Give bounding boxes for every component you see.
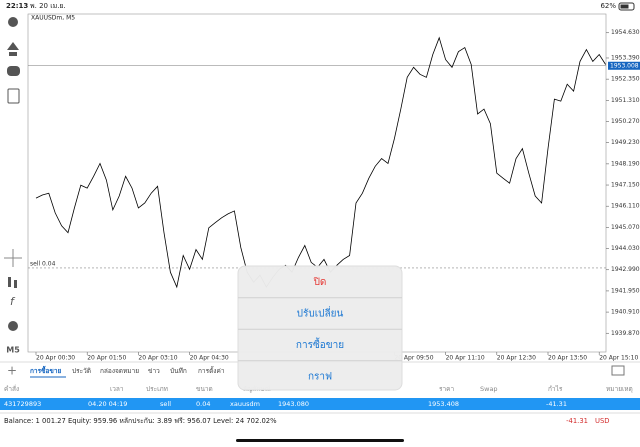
tab[interactable]: ประวัติ (72, 367, 91, 375)
cell: sell (160, 400, 171, 408)
y-tick-label: 1951.310 (611, 97, 640, 104)
menu-item[interactable]: ปิด (313, 277, 326, 288)
objects-icon[interactable] (8, 321, 18, 331)
column-header: ราคา (439, 385, 454, 393)
status-time: 22:13 (6, 2, 28, 10)
tab[interactable]: ข่าว (148, 367, 160, 375)
column-header: กำไร (548, 385, 563, 393)
x-tick-label: 20 Apr 09:50 (394, 355, 433, 362)
cell: -41.31 (546, 400, 567, 408)
y-tick-label: 1952.350 (611, 76, 640, 83)
battery-icon (618, 2, 635, 11)
indicator-icon-2[interactable] (14, 280, 17, 288)
y-tick-label: 1946.110 (611, 203, 640, 210)
cell: xauusdm (230, 400, 260, 408)
cell: 0.04 (196, 400, 210, 408)
tab[interactable]: กล่องจดหมาย (100, 367, 139, 375)
y-tick-label: 1941.950 (611, 287, 640, 294)
timeframe-button[interactable]: M5 (6, 346, 20, 355)
y-tick-label: 1945.070 (611, 224, 640, 231)
tab[interactable]: การซื้อขาย (30, 365, 61, 375)
crosshair-icon[interactable] (4, 249, 22, 267)
x-tick-label: 20 Apr 15:10 (599, 355, 638, 362)
y-tick-label: 1947.150 (611, 182, 640, 189)
column-header: ประเภท (146, 385, 168, 393)
add-button[interactable]: + (7, 364, 17, 378)
function-icon[interactable]: f (10, 295, 16, 308)
price-label: 1953.008 (610, 62, 639, 69)
popup-background (237, 265, 403, 391)
x-tick-label: 20 Apr 03:10 (138, 355, 177, 362)
currency: USD (595, 417, 610, 425)
y-tick-label: 1953.390 (611, 54, 640, 61)
column-header: คำสั่ง (4, 384, 19, 393)
x-tick-label: 20 Apr 13:50 (548, 355, 587, 362)
x-tick-label: 20 Apr 00:30 (36, 355, 75, 362)
account-icon[interactable] (8, 17, 18, 27)
y-tick-label: 1950.270 (611, 118, 640, 125)
battery-level: 62% (600, 2, 616, 10)
balance-line: Balance: 1 001.27 Equity: 959.96 หลักประ… (4, 417, 277, 425)
column-header: Swap (480, 385, 498, 393)
chart: 1954.630 1953.390 1952.350 1951.310 1950.270… (28, 29, 640, 362)
x-tick-label: 20 Apr 04:30 (190, 355, 229, 362)
home-indicator (236, 439, 404, 442)
status-date: พ. 20 เม.ย. (30, 2, 66, 10)
cell: 1943.080 (278, 400, 309, 408)
new-order-icon[interactable] (7, 88, 20, 104)
y-tick-label: 1940.910 (611, 309, 640, 316)
row-highlight[interactable] (0, 398, 640, 410)
x-tick-label: 20 Apr 12:30 (497, 355, 536, 362)
tab-bar: การซื้อขาย ประวัติ กล่องจดหมาย ข่าว บันทึก กา… (30, 365, 225, 378)
menu-item[interactable]: การซื้อขาย (296, 337, 344, 351)
column-header: หมายเหตุ (606, 385, 633, 393)
y-tick-label: 1944.030 (611, 245, 640, 252)
x-tick-label: 20 Apr 01:50 (87, 355, 126, 362)
menu-item[interactable]: กราฟ (308, 372, 332, 383)
y-tick-label: 1949.230 (611, 139, 640, 146)
y-tick-label: 1939.870 (611, 330, 640, 337)
order-line-label: sell 0.04 (30, 260, 56, 267)
x-tick-label: 20 Apr 11:10 (446, 355, 485, 362)
cell: 431729893 (4, 400, 41, 408)
y-tick-label: 1948.190 (611, 160, 640, 167)
cell: 04.20 04:19 (88, 400, 127, 408)
tab[interactable]: บันทึก (170, 367, 187, 375)
table: คำสั่งเวลาประเภทขนาดสัญลักษณ์ราคาSwapกำไ… (0, 384, 640, 410)
tab[interactable]: การตั้งค่า (198, 366, 225, 375)
y-tick-label: 1942.990 (611, 266, 640, 273)
y-tick-label: 1954.630 (611, 29, 640, 36)
left-toolbar: f (4, 17, 22, 331)
expand-icon[interactable] (611, 365, 625, 376)
menu-item[interactable]: ปรับเปลี่ยน (297, 306, 344, 320)
price-series (35, 36, 606, 289)
battery-fill (620, 4, 629, 9)
total-profit: -41.31 (566, 417, 588, 425)
trade-icon[interactable] (7, 42, 19, 56)
chart-title: XAUUSDm, M5 (31, 15, 75, 22)
price-label-box (608, 61, 640, 70)
chat-icon[interactable] (7, 66, 20, 76)
indicator-icon[interactable] (8, 277, 11, 287)
column-header: ขนาด (196, 385, 213, 393)
column-header: เวลา (110, 385, 124, 393)
cell: 1953.408 (428, 400, 459, 408)
